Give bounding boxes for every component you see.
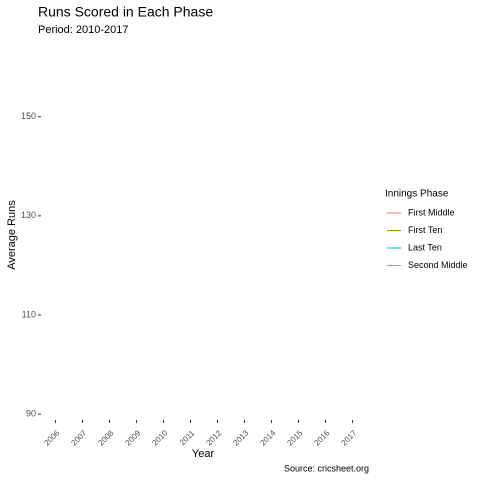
legend-label: Last Ten [408, 242, 442, 252]
y-tick-label: 150 [21, 111, 36, 121]
y-tick-label: 130 [21, 210, 36, 220]
x-tick-label: 2016 [312, 428, 331, 447]
x-axis-label: Year [192, 448, 215, 460]
chart-subtitle: Period: 2010-2017 [38, 24, 129, 36]
legend-label: First Ten [408, 225, 442, 235]
x-tick-label: 2014 [258, 428, 277, 447]
legend-title: Innings Phase [385, 189, 449, 200]
y-tick-label: 90 [26, 408, 36, 418]
caption: Source: cricsheet.org [284, 463, 369, 473]
x-tick-label: 2006 [42, 428, 61, 447]
y-tick-label: 110 [22, 309, 36, 319]
x-tick-label: 2015 [285, 428, 304, 447]
y-axis-label: Average Runs [6, 200, 18, 270]
x-tick-label: 2017 [339, 428, 358, 447]
legend-label: Second Middle [408, 260, 468, 270]
x-tick-label: 2010 [150, 428, 169, 447]
chart-title: Runs Scored in Each Phase [38, 4, 213, 20]
x-tick-label: 2009 [123, 428, 142, 447]
legend-label: First Middle [408, 207, 455, 217]
x-tick-label: 2012 [204, 428, 223, 447]
x-tick-label: 2011 [178, 428, 197, 447]
x-tick-label: 2007 [69, 428, 88, 447]
x-tick-label: 2013 [231, 428, 250, 447]
x-tick-label: 2008 [96, 428, 115, 447]
